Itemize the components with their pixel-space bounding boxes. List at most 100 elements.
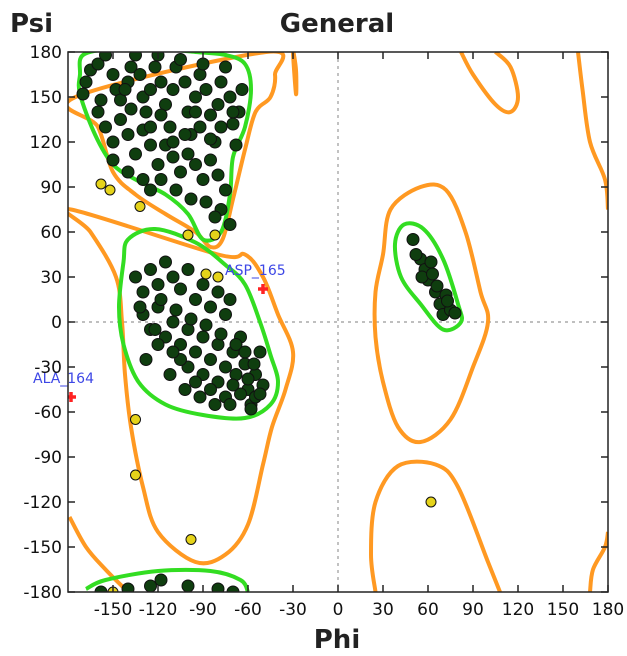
x-tick-label: 120: [502, 600, 534, 620]
x-axis-label: Phi: [314, 625, 360, 655]
allowed-contour-3: [291, 52, 299, 97]
residue-point: [223, 398, 237, 411]
residue-point: [193, 390, 207, 404]
plot-area: ASP_165 ALA_164: [33, 51, 609, 593]
y-tick-label: -30: [34, 358, 62, 378]
points-layer: [68, 52, 462, 592]
residue-point: [121, 582, 135, 592]
residue-point: [247, 357, 261, 371]
glycine-point: [200, 268, 212, 280]
residue-point: [181, 263, 195, 276]
residue-point: [241, 372, 255, 386]
axis-ticks: -150 -120 -90 -60 -30 0 30 60 90 120 150 180 180 150 1…: [23, 43, 624, 620]
residue-point: [204, 300, 217, 314]
glycine-point: [104, 184, 116, 196]
x-tick-label: -120: [139, 600, 178, 620]
residue-point: [129, 270, 142, 284]
residue-point: [196, 278, 210, 291]
y-axis-label: Psi: [10, 9, 53, 39]
y-tick-label: -150: [23, 538, 62, 558]
glycine-point: [130, 469, 141, 481]
residue-point: [169, 183, 183, 197]
allowed-contour-7: [576, 52, 608, 210]
favored-contour-2: [85, 567, 250, 592]
residue-point: [169, 303, 183, 317]
glycine-point: [425, 496, 437, 508]
residue-point: [181, 147, 195, 161]
residue-point: [166, 345, 180, 359]
residue-point: [189, 158, 202, 171]
residue-point: [174, 53, 187, 66]
residue-point: [166, 83, 180, 96]
residue-point: [79, 75, 93, 89]
y-tick-label: 0: [51, 313, 62, 333]
residue-point: [159, 255, 172, 269]
glycine-point: [185, 534, 197, 545]
residue-point: [211, 285, 225, 299]
y-tick-label: -60: [34, 403, 62, 423]
residue-point: [94, 93, 108, 107]
residue-point: [214, 120, 228, 134]
residue-point: [144, 183, 157, 197]
residue-point: [121, 128, 135, 141]
x-tick-label: 180: [592, 600, 624, 620]
residue-point: [208, 210, 222, 224]
favored-contour-3: [392, 221, 465, 333]
residue-point: [106, 135, 120, 149]
residue-point: [199, 195, 213, 209]
residue-point: [124, 60, 138, 74]
x-tick-label: -90: [189, 600, 217, 620]
x-tick-label: -30: [279, 600, 307, 620]
residue-point: [166, 150, 180, 164]
residue-point: [196, 330, 210, 344]
glycine-point: [182, 229, 194, 241]
residue-point: [136, 173, 150, 186]
residue-point: [211, 168, 225, 182]
residue-point: [166, 315, 180, 329]
glycine-point: [130, 414, 141, 425]
residue-point: [204, 132, 217, 146]
x-tick-label: -150: [94, 600, 133, 620]
allowed-contour-1: [68, 207, 296, 566]
residue-point: [208, 398, 222, 411]
residue-point: [204, 353, 217, 366]
residue-point: [196, 57, 210, 71]
residue-point: [211, 98, 225, 111]
allowed-contour-4: [372, 182, 491, 445]
chart-title: General: [280, 9, 394, 39]
residue-point: [430, 279, 444, 293]
allowed-contour-2: [68, 516, 130, 592]
residue-point: [223, 218, 237, 231]
residue-point: [226, 585, 240, 592]
residue-point: [189, 345, 202, 359]
residue-point: [229, 338, 243, 351]
y-tick-label: 180: [30, 43, 62, 63]
glycine-point: [209, 229, 221, 241]
y-tick-label: 90: [40, 178, 62, 198]
residue-point: [148, 60, 162, 74]
residue-point: [199, 318, 213, 332]
y-tick-label: 30: [40, 268, 62, 288]
residue-point: [144, 120, 157, 134]
residue-point: [106, 68, 120, 81]
residue-point: [199, 83, 213, 96]
residue-point: [91, 105, 105, 119]
x-tick-label: 30: [372, 600, 394, 620]
residue-point: [139, 353, 153, 366]
residue-point: [106, 153, 120, 167]
residue-point: [223, 293, 237, 306]
x-tick-label: 150: [547, 600, 579, 620]
residue-point: [226, 117, 240, 131]
residue-point: [174, 165, 187, 179]
y-tick-label: 60: [40, 223, 62, 243]
residue-point: [133, 68, 147, 81]
residue-point: [144, 579, 157, 592]
residue-point: [214, 327, 228, 341]
residue-point: [118, 83, 132, 96]
residue-point: [114, 113, 127, 126]
residue-point: [121, 165, 135, 179]
residue-point: [178, 75, 192, 89]
residue-point: [226, 378, 240, 392]
residue-point: [178, 128, 192, 141]
